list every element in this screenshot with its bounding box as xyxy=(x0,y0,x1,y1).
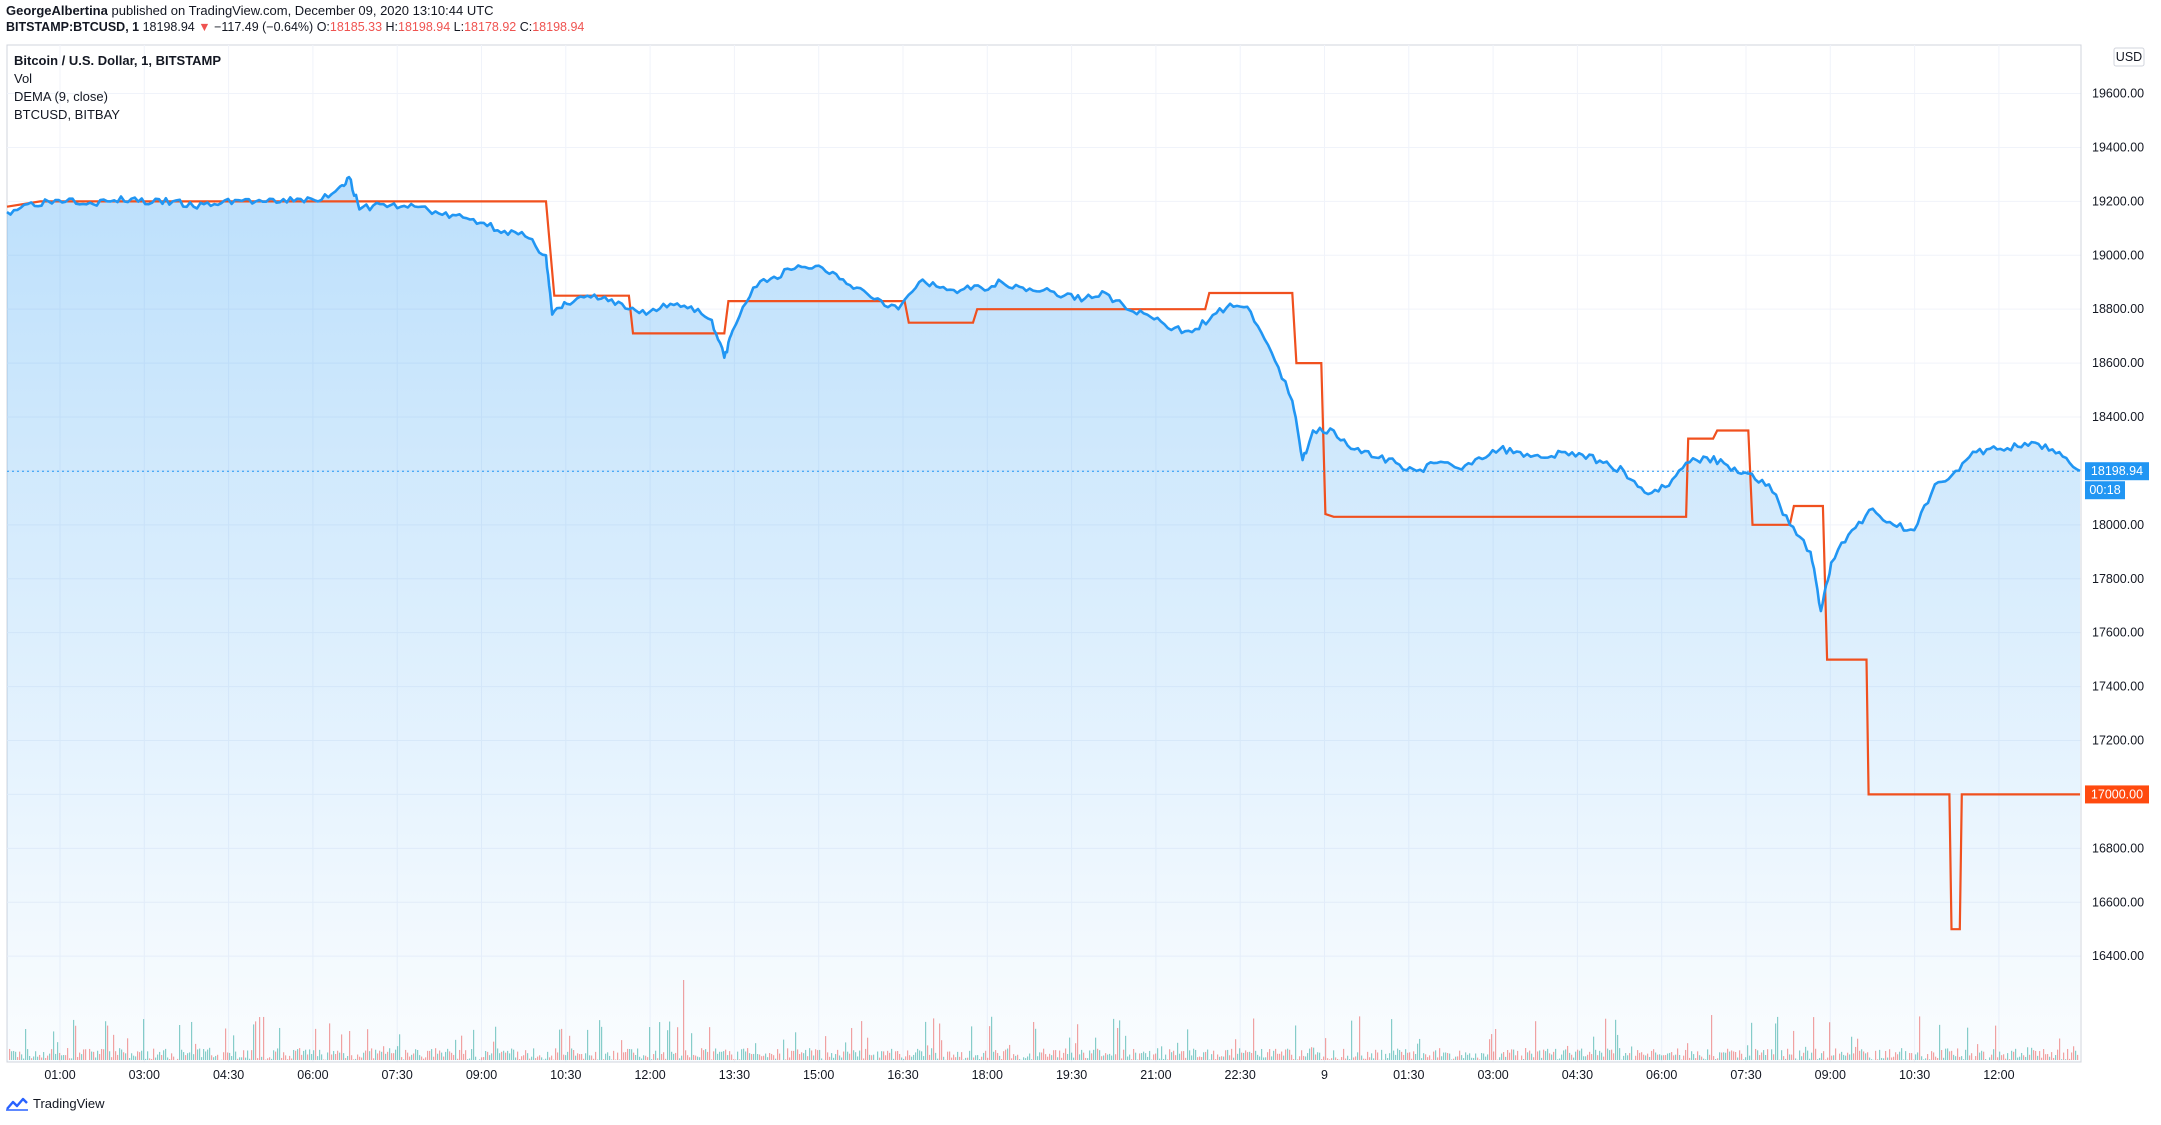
high-value: 18198.94 xyxy=(398,20,451,34)
close-label: C: xyxy=(519,20,533,34)
x-tick-label: 07:30 xyxy=(1730,1068,1761,1082)
x-tick-label: 07:30 xyxy=(382,1068,413,1082)
price-chart[interactable]: 19600.00 19400.00 19200.00 19000.00 18800.00… xyxy=(0,40,2161,1090)
price-change: −117.49 (−0.64%) xyxy=(214,20,314,34)
x-tick-label: 04:30 xyxy=(1562,1068,1593,1082)
x-tick-label: 04:30 xyxy=(213,1068,244,1082)
price-area-fill xyxy=(7,177,2080,1063)
y-tick-label: 16400.00 xyxy=(2092,949,2144,963)
low-label: L: xyxy=(453,20,465,34)
down-arrow-icon: ▼ xyxy=(194,20,215,34)
tradingview-logo-icon xyxy=(6,1097,28,1111)
y-tick-label: 19600.00 xyxy=(2092,87,2144,101)
author-name: GeorgeAlbertina xyxy=(6,3,108,18)
y-tick-label: 18000.00 xyxy=(2092,518,2144,532)
open-value: 18185.33 xyxy=(329,20,383,34)
time-axis-ticks: 01:00 03:00 04:30 06:00 07:30 09:00 10:30 12:00… xyxy=(44,1068,2014,1082)
bitbay-tag-label: 17000.00 xyxy=(2091,787,2143,801)
low-value: 18178.92 xyxy=(464,20,517,34)
x-tick-label: 22:30 xyxy=(1225,1068,1256,1082)
currency-label: USD xyxy=(2116,50,2142,64)
x-tick-label: 06:00 xyxy=(1646,1068,1677,1082)
x-tick-label: 01:00 xyxy=(44,1068,75,1082)
legend-volume: Vol xyxy=(14,71,33,86)
x-tick-label: 06:00 xyxy=(297,1068,328,1082)
x-tick-label: 21:00 xyxy=(1140,1068,1171,1082)
bitstamp-price-line xyxy=(6,175,2081,613)
countdown-tag-label: 00:18 xyxy=(2089,483,2120,497)
tradingview-brand-label: TradingView xyxy=(33,1096,105,1111)
x-tick-label: 19:30 xyxy=(1056,1068,1087,1082)
x-tick-label: 09:00 xyxy=(466,1068,497,1082)
legend-dema: DEMA (9, close) xyxy=(14,89,108,104)
x-tick-label: 01:30 xyxy=(1393,1068,1424,1082)
y-tick-label: 16600.00 xyxy=(2092,895,2144,909)
high-label: H: xyxy=(385,20,399,34)
x-tick-label: 03:00 xyxy=(129,1068,160,1082)
chart-legend: Bitcoin / U.S. Dollar, 1, BITSTAMP Vol D… xyxy=(14,52,221,124)
x-tick-label: 09:00 xyxy=(1815,1068,1846,1082)
x-tick-label: 10:30 xyxy=(1899,1068,1930,1082)
x-tick-label: 10:30 xyxy=(550,1068,581,1082)
y-tick-label: 17200.00 xyxy=(2092,734,2144,748)
x-tick-label: 9 xyxy=(1321,1068,1328,1082)
bitbay-step-line xyxy=(6,200,2080,931)
last-price: 18198.94 xyxy=(142,20,195,34)
legend-symbol-title: Bitcoin / U.S. Dollar, 1, BITSTAMP xyxy=(14,53,222,68)
x-tick-label: 03:00 xyxy=(1477,1068,1508,1082)
y-tick-label: 16800.00 xyxy=(2092,841,2144,855)
footer-branding[interactable]: TradingView xyxy=(6,1096,105,1111)
price-axis[interactable] xyxy=(2081,45,2161,1062)
y-tick-label: 17800.00 xyxy=(2092,572,2144,586)
y-tick-label: 18600.00 xyxy=(2092,356,2144,370)
y-tick-label: 19400.00 xyxy=(2092,140,2144,154)
open-label: O: xyxy=(316,20,330,34)
x-tick-label: 12:00 xyxy=(634,1068,665,1082)
y-tick-label: 17600.00 xyxy=(2092,626,2144,640)
legend-compare: BTCUSD, BITBAY xyxy=(14,107,120,122)
y-tick-label: 18800.00 xyxy=(2092,302,2144,316)
currency-badge[interactable]: USD xyxy=(2113,47,2145,67)
x-tick-label: 12:00 xyxy=(1983,1068,2014,1082)
ohlc-bar: BITSTAMP:BTCUSD, 1 18198.94 ▼ −117.49 (−… xyxy=(6,19,2146,36)
x-tick-label: 18:00 xyxy=(972,1068,1003,1082)
x-tick-label: 16:30 xyxy=(887,1068,918,1082)
publication-text: published on TradingView.com, December 0… xyxy=(111,3,494,18)
last-price-tag: 18198.94 00:18 xyxy=(2085,462,2149,500)
y-tick-label: 18400.00 xyxy=(2092,410,2144,424)
y-tick-label: 17400.00 xyxy=(2092,680,2144,694)
y-tick-label: 19200.00 xyxy=(2092,194,2144,208)
last-price-tag-label: 18198.94 xyxy=(2091,464,2143,478)
x-tick-label: 15:00 xyxy=(803,1068,834,1082)
publication-info: GeorgeAlbertina published on TradingView… xyxy=(6,2,2146,19)
chart-header: GeorgeAlbertina published on TradingView… xyxy=(6,2,2146,36)
bitbay-price-tag: 17000.00 xyxy=(2085,785,2149,804)
close-value: 18198.94 xyxy=(532,20,585,34)
symbol-label: BITSTAMP:BTCUSD, 1 xyxy=(6,20,140,34)
x-tick-label: 13:30 xyxy=(719,1068,750,1082)
y-tick-label: 19000.00 xyxy=(2092,248,2144,262)
